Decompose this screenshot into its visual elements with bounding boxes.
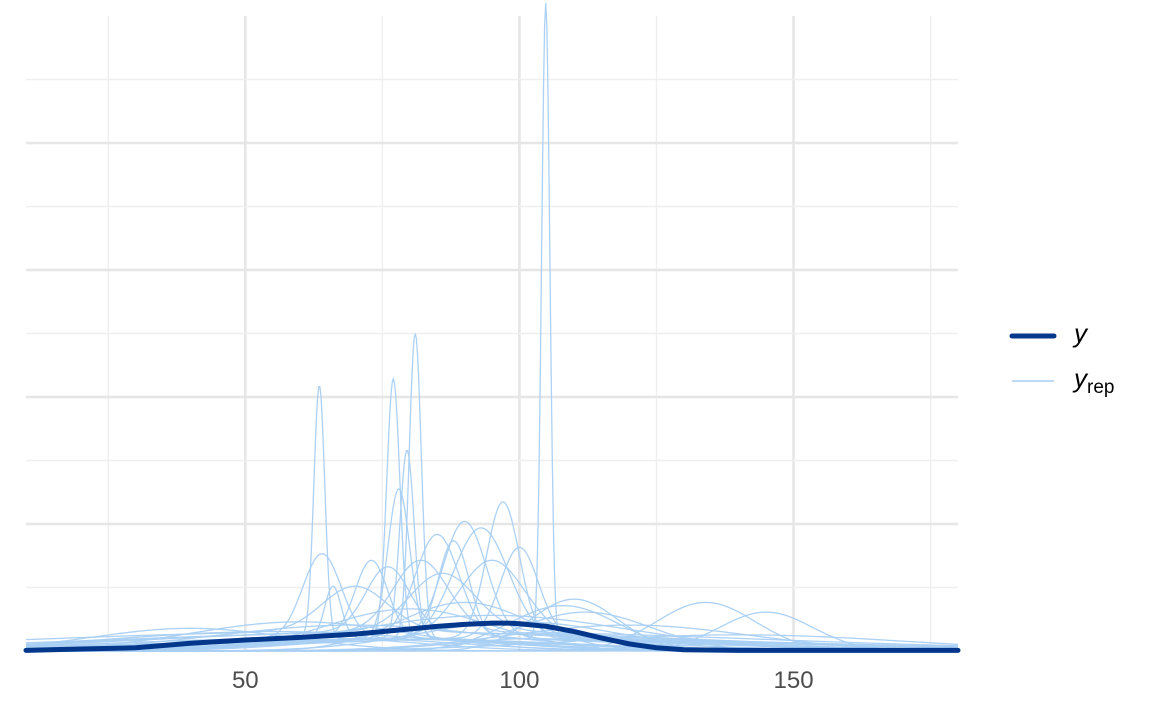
yrep-line-1 (26, 3, 958, 652)
yrep-line-2 (26, 385, 958, 652)
legend-label-yrep-base: y (1072, 363, 1089, 393)
legend-label-yrep: yrep (1072, 363, 1114, 398)
y-series-group (23, 620, 961, 653)
yrep-line-19 (25, 572, 959, 647)
x-tick-label-100: 100 (499, 667, 539, 694)
legend: y yrep (1009, 318, 1114, 398)
y-line (23, 620, 961, 653)
yrep-line-3 (26, 376, 958, 652)
x-tick-label-50: 50 (232, 667, 259, 694)
yrep-series-group (25, 3, 959, 652)
yrep-line-6 (25, 488, 958, 652)
grid-lines (26, 16, 958, 651)
yrep-line-4 (26, 333, 958, 652)
x-tick-label-150: 150 (774, 667, 814, 694)
legend-label-yrep-subscript: rep (1087, 377, 1114, 398)
x-axis-tick-labels: 50 100 150 (232, 667, 814, 694)
legend-label-y: y (1072, 318, 1089, 348)
